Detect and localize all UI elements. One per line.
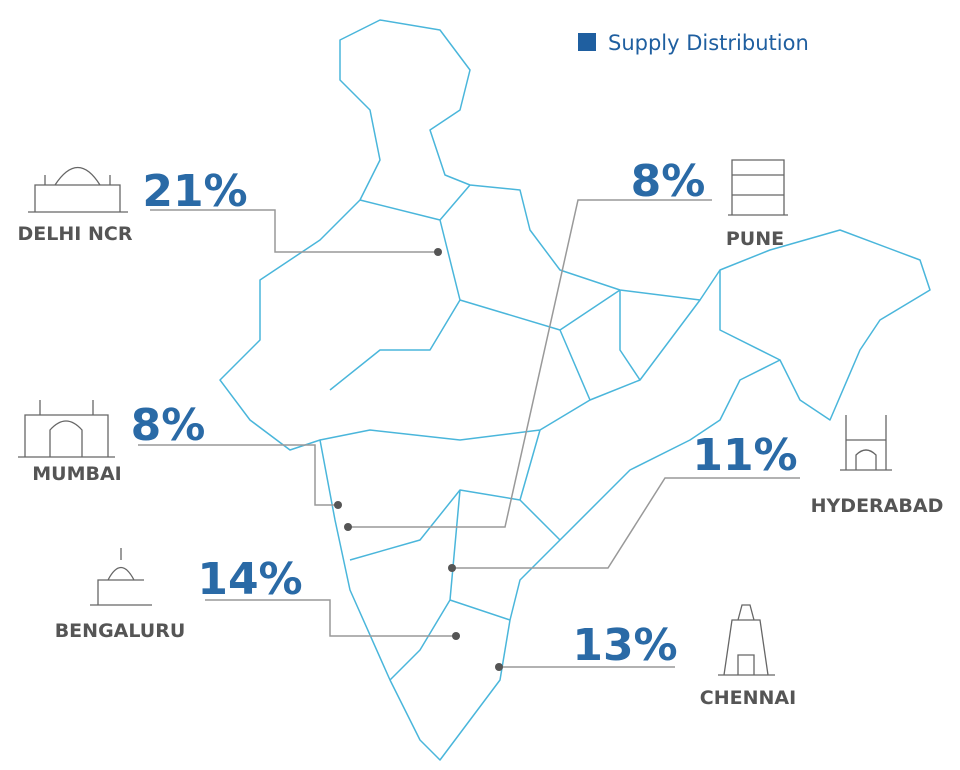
leader-line bbox=[205, 599, 456, 637]
city-share: 8% bbox=[631, 156, 706, 207]
city-dot bbox=[434, 248, 442, 256]
city-name: BENGALURU bbox=[55, 620, 186, 642]
landmark-icon bbox=[18, 159, 892, 676]
city-share: 21% bbox=[142, 166, 247, 217]
legend-swatch bbox=[578, 33, 596, 51]
leader-line bbox=[150, 209, 438, 253]
state-borders bbox=[319, 184, 781, 681]
city-dot bbox=[448, 564, 456, 572]
city-dot bbox=[452, 632, 460, 640]
city-dot bbox=[495, 663, 503, 671]
leader-line bbox=[348, 199, 712, 528]
india-outline bbox=[219, 19, 931, 761]
city-share: 11% bbox=[692, 430, 797, 481]
city-share: 8% bbox=[131, 400, 206, 451]
city-name: MUMBAI bbox=[32, 463, 122, 485]
legend-label: Supply Distribution bbox=[608, 31, 809, 55]
city-share: 14% bbox=[197, 554, 302, 605]
city-share: 13% bbox=[572, 620, 677, 671]
city-name: PUNE bbox=[726, 228, 784, 250]
city-dot bbox=[344, 523, 352, 531]
city-name: HYDERABAD bbox=[811, 495, 944, 517]
leader-line bbox=[452, 477, 800, 569]
leader-line bbox=[138, 444, 338, 506]
city-name: CHENNAI bbox=[700, 687, 796, 709]
city-dot bbox=[334, 501, 342, 509]
city-name: DELHI NCR bbox=[18, 223, 133, 245]
